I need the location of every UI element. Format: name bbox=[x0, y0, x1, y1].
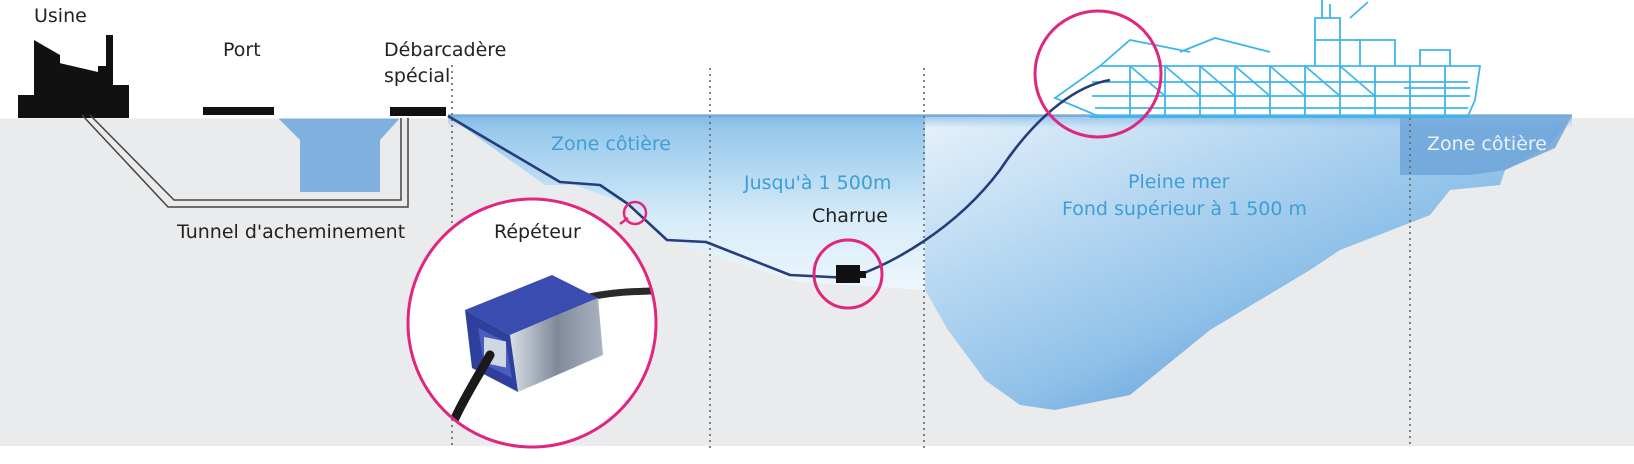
label-tunnel: Tunnel d'acheminement bbox=[176, 221, 405, 243]
port-basin bbox=[278, 118, 400, 192]
label-fond: Fond supérieur à 1 500 m bbox=[1062, 198, 1307, 220]
submarine-cable bbox=[447, 78, 1111, 280]
deep-water bbox=[925, 116, 1572, 410]
label-usine: Usine bbox=[34, 5, 87, 27]
coastal-water bbox=[448, 116, 1068, 290]
plough-highlight-circle bbox=[812, 238, 884, 310]
repeater-icon bbox=[435, 275, 656, 447]
delivery-tunnel bbox=[81, 114, 409, 208]
right-coastal-water bbox=[1400, 116, 1572, 175]
ship-icon bbox=[1053, 0, 1482, 117]
ship-highlight-circle bbox=[1033, 9, 1163, 139]
port-platform bbox=[203, 107, 274, 115]
label-debarcadere-line1: Débarcadère bbox=[384, 39, 506, 61]
lower-strip bbox=[0, 446, 1634, 464]
label-pleine-mer: Pleine mer bbox=[1128, 171, 1230, 193]
plough-icon bbox=[836, 265, 866, 283]
repeater-zoom bbox=[406, 197, 658, 449]
label-zone-cotiere-left: Zone côtière bbox=[551, 133, 671, 155]
label-zone-cotiere-right: Zone côtière bbox=[1427, 133, 1547, 155]
label-debarcadere-line2: spécial bbox=[384, 65, 450, 87]
factory-icon bbox=[18, 35, 129, 118]
label-repeteur: Répéteur bbox=[494, 221, 581, 243]
repeater-location-circle bbox=[622, 200, 648, 226]
label-jusqua: Jusqu'à 1 500m bbox=[743, 172, 891, 194]
landing-platform bbox=[390, 107, 446, 116]
label-charrue: Charrue bbox=[812, 205, 888, 227]
label-port: Port bbox=[223, 39, 261, 61]
